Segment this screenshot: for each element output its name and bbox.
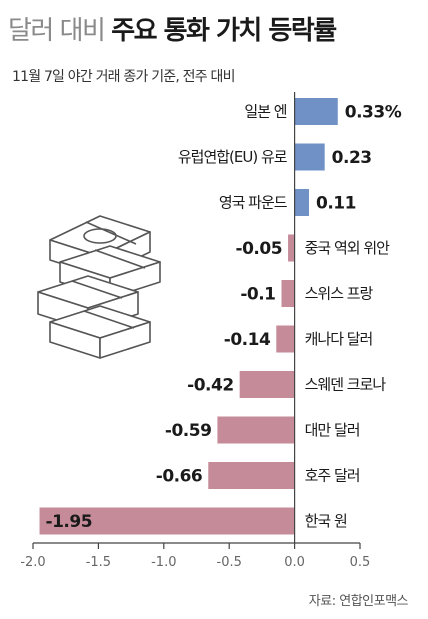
bar-6 — [239, 371, 295, 398]
bar-8 — [208, 462, 295, 489]
x-tick-label-0: -2.0 — [20, 555, 45, 570]
category-label-8: 호주 달러 — [305, 467, 360, 485]
x-tick-label-5: 0.5 — [350, 555, 371, 570]
category-label-0: 일본 엔 — [244, 103, 286, 121]
bar-0 — [294, 98, 338, 125]
value-label-1: 0.23 — [332, 148, 372, 168]
category-label-5: 캐나다 달러 — [305, 330, 373, 348]
money-stack-illustration — [37, 215, 161, 359]
value-label-9: -1.95 — [46, 512, 93, 532]
value-label-6: -0.42 — [187, 376, 234, 396]
bar-2 — [294, 189, 309, 216]
title-light: 달러 대비 — [8, 16, 106, 46]
value-label-3: -0.05 — [236, 239, 283, 259]
bar-5 — [276, 325, 295, 353]
x-tick-label-4: 0.0 — [284, 555, 305, 570]
chart-title: 달러 대비 주요 통화 가치 등락률 — [8, 10, 337, 47]
chart-subtitle: 11월 7일 야간 거래 종가 기준, 전주 대비 — [12, 69, 235, 85]
x-tick-label-2: -1.0 — [151, 555, 176, 570]
value-label-2: 0.11 — [316, 194, 356, 214]
value-label-0: 0.33% — [345, 103, 402, 123]
source-note: 자료: 연합인포맥스 — [308, 594, 409, 609]
category-label-9: 한국 원 — [305, 512, 347, 530]
bar-4 — [281, 280, 295, 307]
bar-1 — [294, 143, 325, 171]
title-bold: 주요 통화 가치 등락률 — [111, 16, 337, 46]
category-label-1: 유럽연합(EU) 유로 — [178, 148, 288, 166]
category-label-6: 스웨덴 크로나 — [305, 376, 387, 394]
category-label-2: 영국 파운드 — [219, 194, 288, 212]
bar-3 — [288, 234, 295, 262]
value-label-8: -0.66 — [156, 467, 203, 487]
category-label-4: 스위스 프랑 — [305, 285, 374, 303]
value-label-4: -0.1 — [240, 285, 275, 305]
category-label-7: 대만 달러 — [305, 421, 360, 439]
value-label-5: -0.14 — [224, 330, 271, 350]
x-tick-label-3: -0.5 — [217, 555, 242, 570]
value-label-7: -0.59 — [165, 421, 212, 441]
category-label-3: 중국 역외 위안 — [305, 239, 391, 257]
bar-7 — [217, 416, 295, 444]
x-tick-label-1: -1.5 — [86, 555, 111, 570]
bar-9 — [39, 507, 295, 535]
